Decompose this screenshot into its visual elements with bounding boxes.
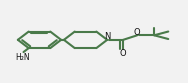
Text: O: O (134, 28, 141, 37)
Text: H₂N: H₂N (15, 53, 30, 62)
Text: O: O (120, 49, 127, 58)
Text: N: N (104, 32, 110, 41)
